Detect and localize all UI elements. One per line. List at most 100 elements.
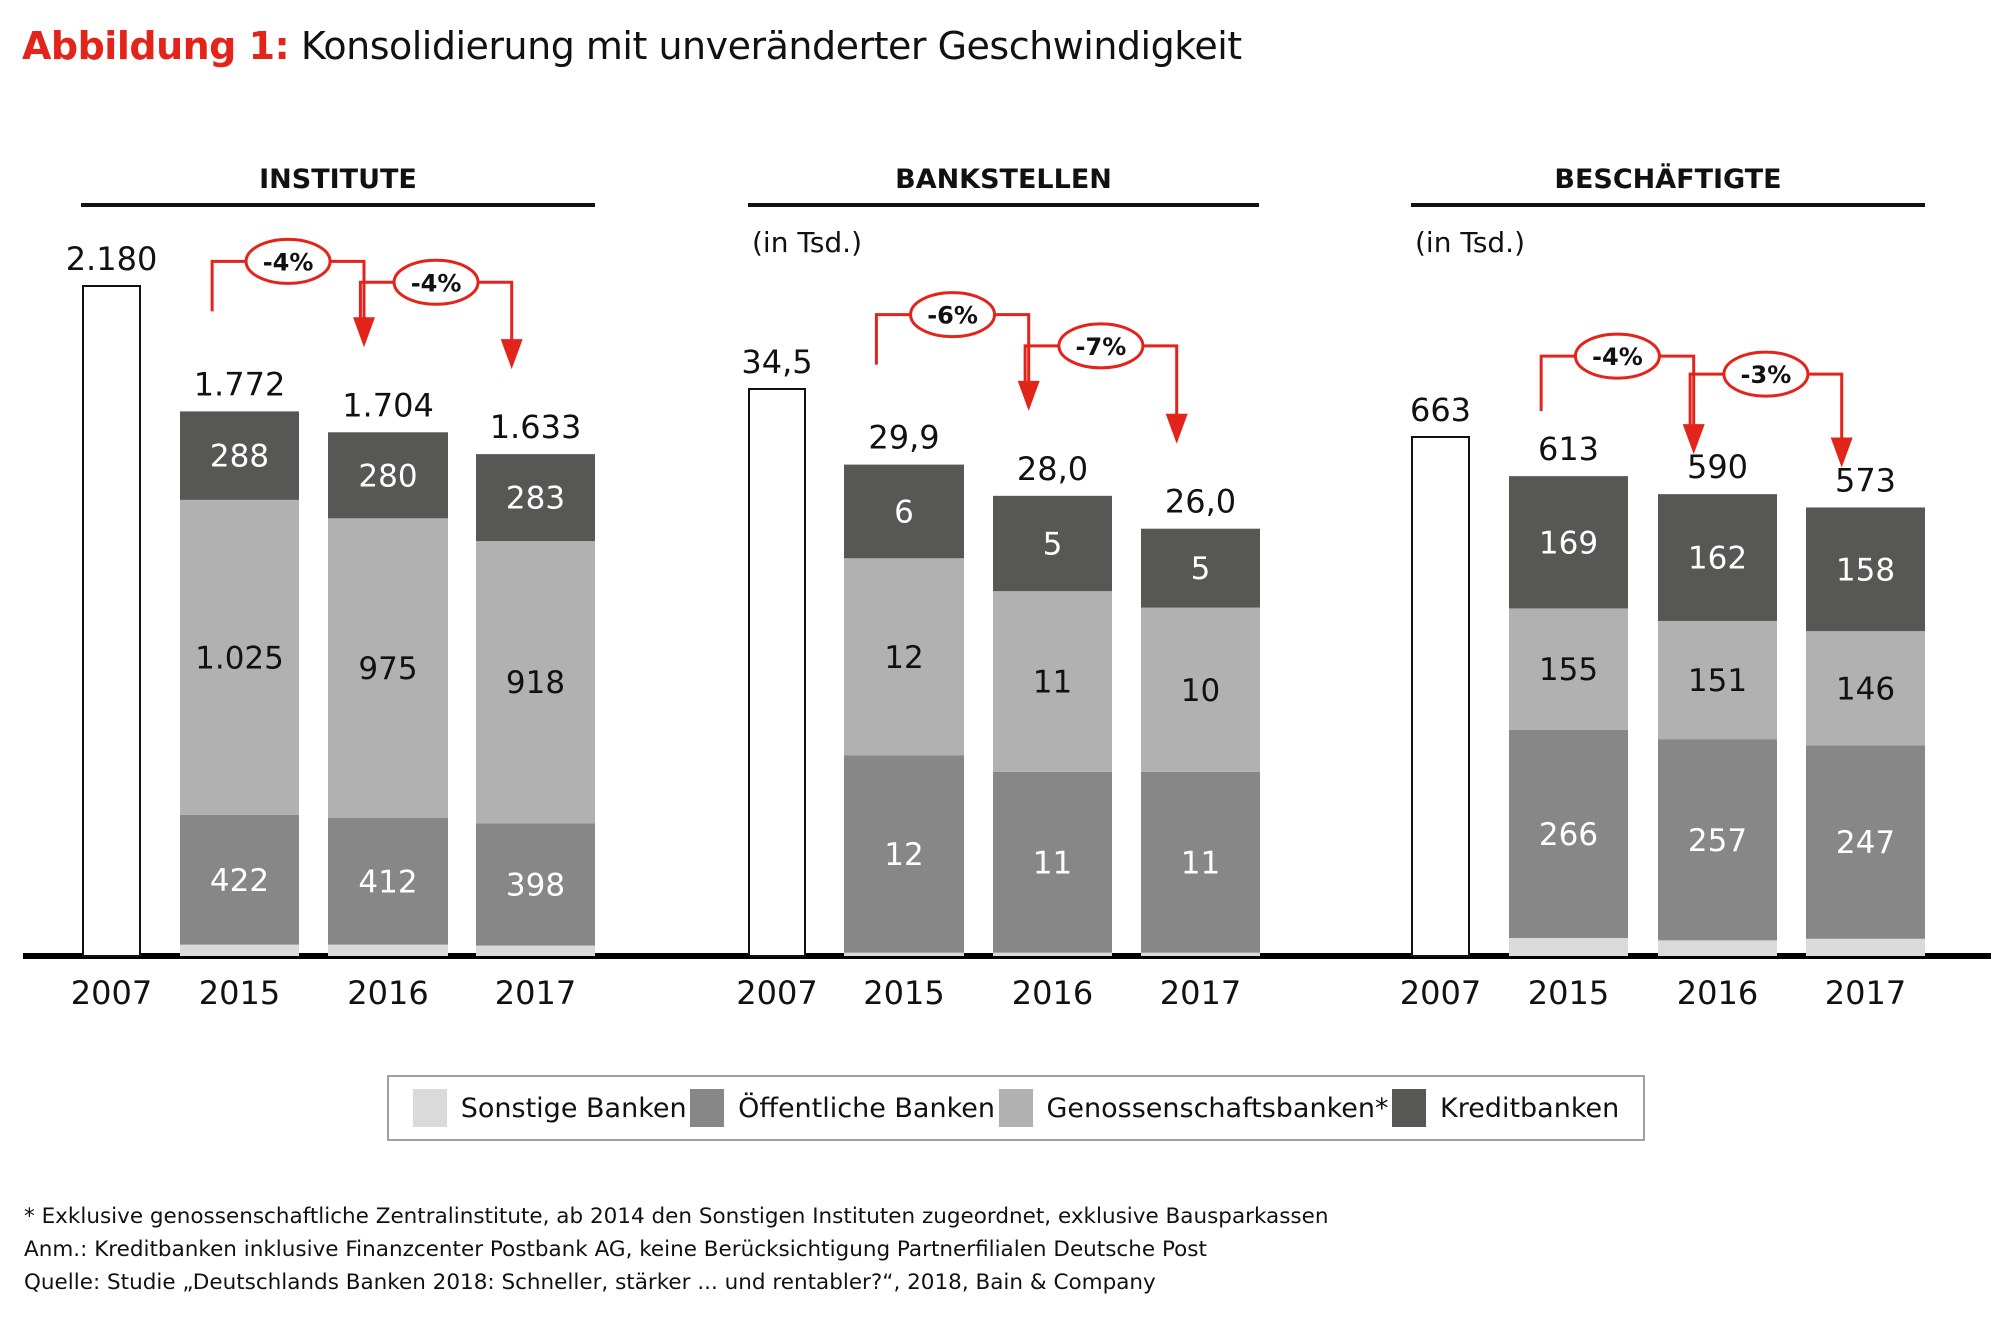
legend-label: Genossenschaftsbanken* — [1046, 1092, 1389, 1124]
total-label: 590 — [1687, 448, 1748, 486]
legend-swatch-kredit — [1391, 1089, 1426, 1127]
legend-label: Kreditbanken — [1439, 1092, 1620, 1124]
segment-label-genossenschaft: 11 — [1033, 665, 1072, 701]
bar-segment-genossenschaft — [1658, 620, 1777, 740]
total-label: 34,5 — [741, 343, 812, 381]
x-tick-label: 2015 — [863, 974, 944, 1012]
legend-item-sonstige: Sonstige Banken — [412, 1089, 687, 1127]
change-arrowhead-icon — [1165, 413, 1188, 444]
figure-title: Abbildung 1: Konsolidierung mit unveränd… — [22, 24, 1242, 68]
bar-segment-oeffentliche — [1806, 745, 1925, 939]
segment-label-oeffentliche: 412 — [358, 864, 417, 900]
segment-label-kredit: 5 — [1191, 551, 1211, 587]
bar-segment-oeffentliche — [844, 755, 964, 953]
change-badge — [392, 258, 480, 306]
bar-segment-kredit — [180, 411, 299, 500]
total-label: 613 — [1538, 430, 1599, 468]
bar-segment-oeffentliche — [993, 771, 1112, 953]
bar-segment-sonstige — [1141, 952, 1260, 956]
footnote-source: Quelle: Studie „Deutschlands Banken 2018… — [24, 1270, 1156, 1295]
bar-segment-genossenschaft — [180, 499, 299, 815]
segment-label-kredit: 283 — [506, 481, 565, 517]
x-tick-label: 2007 — [1400, 974, 1481, 1012]
bar-segment-sonstige — [993, 952, 1112, 956]
legend-item-oeffentliche: Öffentliche Banken — [690, 1089, 995, 1127]
bar-segment-sonstige — [1806, 938, 1925, 956]
panel-unit-label: (in Tsd.) — [752, 226, 862, 259]
x-tick-label: 2016 — [1012, 974, 1093, 1012]
x-tick-label: 2017 — [1160, 974, 1241, 1012]
change-badge-label: -6% — [927, 302, 978, 330]
footnotes: * Exklusive genossenschaftliche Zentrali… — [24, 1200, 1328, 1299]
change-arrowhead-icon — [353, 317, 375, 348]
segment-label-genossenschaft: 1.025 — [195, 640, 284, 676]
segment-label-genossenschaft: 151 — [1688, 663, 1747, 699]
segment-label-oeffentliche: 247 — [1836, 825, 1895, 861]
segment-label-kredit: 158 — [1836, 552, 1895, 588]
bar-segment-oeffentliche — [1658, 739, 1777, 941]
bar-segment-kredit — [476, 454, 595, 542]
total-label: 26,0 — [1165, 483, 1236, 521]
segment-label-kredit: 162 — [1688, 541, 1747, 577]
bar-segment-genossenschaft — [476, 541, 595, 824]
bar-segment-kredit — [1658, 494, 1777, 621]
x-tick-label: 2015 — [1528, 974, 1609, 1012]
segment-label-genossenschaft: 12 — [884, 640, 923, 676]
panel-title-2: BESCHÄFTIGTE — [1554, 163, 1781, 195]
panel-unit-label: (in Tsd.) — [1415, 226, 1525, 259]
bar-segment-kredit — [328, 432, 448, 519]
change-badge-label: -4% — [411, 269, 462, 297]
legend: Sonstige Banken Öffentliche Banken Genos… — [387, 1075, 1645, 1141]
segment-label-oeffentliche: 266 — [1539, 817, 1598, 853]
bar-2007-outline — [748, 388, 806, 957]
segment-label-genossenschaft: 975 — [358, 651, 417, 687]
panel-title-1: BANKSTELLEN — [895, 164, 1112, 195]
bar-2007-outline — [82, 285, 141, 957]
segment-label-kredit: 169 — [1539, 525, 1598, 561]
legend-swatch-sonstige — [412, 1089, 447, 1127]
legend-label: Sonstige Banken — [460, 1092, 687, 1124]
bar-segment-oeffentliche — [1509, 729, 1628, 938]
legend-item-genossenschaft: Genossenschaftsbanken* — [998, 1089, 1389, 1127]
change-badge-label: -4% — [1592, 343, 1643, 371]
bar-segment-sonstige — [476, 945, 595, 956]
bar-segment-genossenschaft — [328, 518, 448, 819]
bar-segment-oeffentliche — [180, 814, 299, 945]
bar-segment-oeffentliche — [1141, 771, 1260, 953]
total-label: 1.772 — [194, 365, 286, 403]
total-label: 573 — [1835, 461, 1896, 499]
bar-segment-kredit — [1141, 528, 1260, 608]
figure-title-text: Konsolidierung mit unveränderter Geschwi… — [300, 24, 1242, 68]
footnote-note: Anm.: Kreditbanken inklusive Finanzcente… — [24, 1237, 1207, 1262]
x-tick-label: 2016 — [1677, 974, 1758, 1012]
x-tick-label: 2017 — [495, 974, 576, 1012]
change-badge — [1057, 322, 1145, 370]
total-label: 28,0 — [1017, 450, 1088, 488]
chart-area: INSTITUTE 2.180 2007 422 1.025 288 1.772 2015 41… — [23, 163, 1991, 1012]
bar-segment-kredit — [1806, 507, 1925, 632]
total-label: 663 — [1410, 391, 1471, 429]
bar-segment-sonstige — [844, 952, 964, 956]
change-arrowhead-icon — [500, 339, 523, 370]
total-label: 2.180 — [66, 240, 158, 278]
total-label: 29,9 — [868, 419, 939, 457]
change-badge — [244, 237, 332, 285]
x-tick-label: 2017 — [1825, 974, 1906, 1012]
bar-segment-genossenschaft — [1806, 631, 1925, 746]
segment-label-kredit: 288 — [210, 439, 269, 475]
legend-swatch-genossenschaft — [998, 1089, 1033, 1127]
total-label: 1.633 — [490, 408, 582, 446]
bar-segment-genossenschaft — [993, 591, 1112, 772]
total-label: 1.704 — [342, 386, 434, 424]
bar-2007-outline — [1411, 436, 1470, 957]
change-badge-label: -7% — [1076, 333, 1127, 361]
segment-label-genossenschaft: 146 — [1836, 671, 1895, 707]
segment-label-oeffentliche: 398 — [506, 867, 565, 903]
bar-segment-oeffentliche — [328, 818, 448, 945]
x-tick-label: 2007 — [736, 974, 817, 1012]
change-badge-label: -4% — [263, 248, 314, 276]
segment-label-oeffentliche: 12 — [884, 837, 923, 873]
bar-segment-genossenschaft — [844, 558, 964, 756]
bar-segment-genossenschaft — [1509, 608, 1628, 730]
bar-segment-sonstige — [180, 944, 299, 956]
